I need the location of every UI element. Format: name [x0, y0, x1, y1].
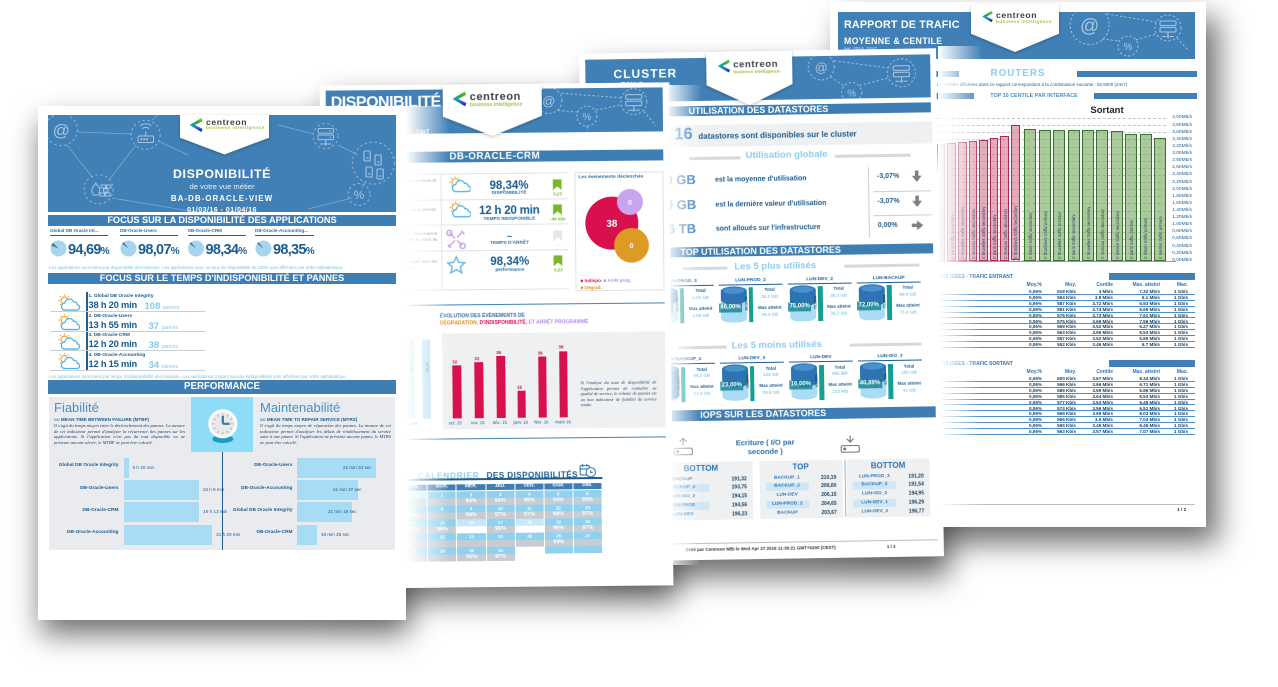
svg-text:@: @ — [542, 93, 555, 108]
svg-text:0: 0 — [630, 243, 634, 250]
svg-text:38: 38 — [606, 218, 618, 229]
svg-text:%: % — [354, 188, 365, 202]
svg-text:@: @ — [53, 121, 70, 140]
svg-text:0: 0 — [628, 199, 632, 206]
svg-text:@: @ — [815, 60, 828, 75]
svg-text:%: % — [1124, 42, 1133, 53]
svg-text:%: % — [582, 112, 591, 123]
svg-text:%: % — [847, 88, 856, 99]
svg-text:@: @ — [1080, 16, 1099, 37]
